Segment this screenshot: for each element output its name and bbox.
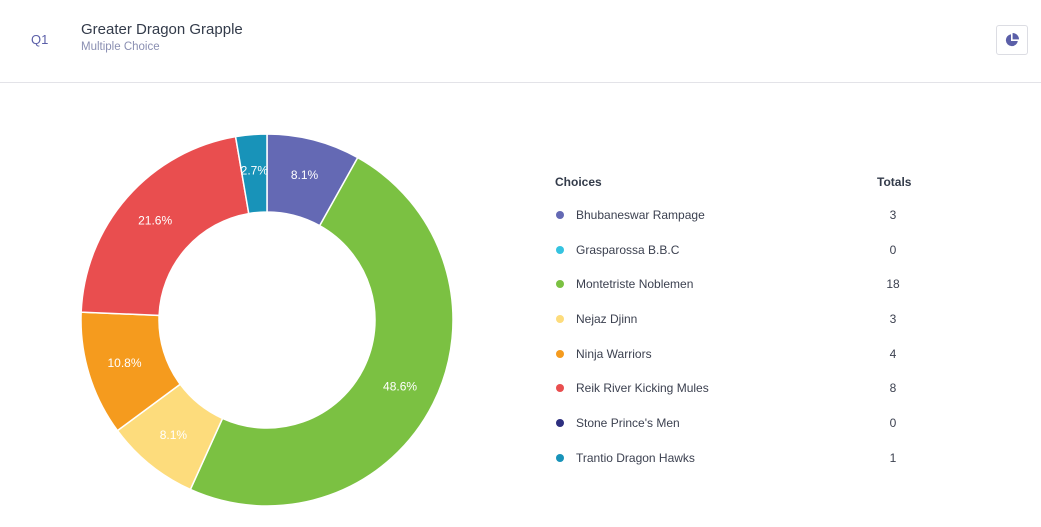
slice-percent-label: 48.6% (383, 379, 417, 393)
chart-type-toggle-button[interactable] (996, 25, 1028, 55)
choice-total: 4 (889, 346, 897, 361)
choice-label: Reik River Kicking Mules (576, 381, 709, 396)
legend-row: Trantio Dragon Hawks 1 (555, 440, 915, 475)
legend-row: Reik River Kicking Mules 8 (555, 370, 915, 405)
legend-color-dot (556, 280, 564, 289)
choice-label: Bhubaneswar Rampage (576, 208, 705, 222)
question-type: Multiple Choice (81, 41, 160, 53)
question-title: Greater Dragon Grapple (81, 21, 243, 38)
legend-color-dot (556, 245, 564, 254)
choice-label: Grasparossa B.B.C (576, 242, 680, 257)
legend-color-dot (556, 211, 564, 219)
legend-row: Stone Prince's Men 0 (555, 405, 915, 440)
donut-slice[interactable] (234, 133, 268, 215)
pie-chart-icon (1005, 33, 1019, 47)
choice-total: 0 (889, 416, 897, 431)
question-header: Q1 Greater Dragon Grapple Multiple Choic… (0, 0, 1041, 83)
choices-legend-table: Choices Totals Bhubaneswar Rampage 3 Gra… (555, 167, 915, 475)
question-number: Q1 (31, 32, 49, 47)
legend-row: Bhubaneswar Rampage 3 (555, 197, 915, 232)
legend-color-dot (556, 315, 564, 324)
choice-label: Stone Prince's Men (576, 416, 680, 431)
slice-percent-label: 21.6% (138, 214, 172, 228)
choice-label: Montetriste Noblemen (576, 277, 694, 292)
totals-column-header: Totals (877, 175, 912, 189)
choice-label: Ninja Warriors (576, 346, 652, 361)
choice-total: 18 (886, 277, 900, 292)
legend-color-dot (556, 419, 564, 428)
legend-color-dot (556, 453, 564, 462)
legend-row: Ninja Warriors 4 (555, 336, 915, 371)
slice-percent-label: 2.7% (241, 164, 269, 178)
legend-row: Nejaz Djinn 3 (555, 301, 915, 336)
donut-slice[interactable] (80, 135, 250, 317)
choice-total: 0 (889, 242, 897, 257)
legend-color-dot (556, 349, 564, 358)
slice-percent-label: 8.1% (160, 428, 188, 442)
donut-chart: 8.1% 48.6% 8.1% 10.8% 21.6% 2.7% (80, 133, 454, 507)
legend-row: Grasparossa B.B.C 0 (555, 232, 915, 267)
legend-row: Montetriste Noblemen 18 (555, 266, 915, 301)
choice-total: 3 (889, 312, 897, 327)
legend-color-dot (556, 384, 564, 393)
choice-label: Nejaz Djinn (576, 312, 638, 327)
donut-slice[interactable] (189, 156, 454, 507)
choice-total: 3 (889, 208, 897, 222)
choice-label: Trantio Dragon Hawks (576, 450, 695, 465)
slice-percent-label: 10.8% (108, 356, 142, 370)
choices-column-header: Choices (555, 175, 602, 189)
choice-total: 1 (889, 450, 897, 465)
legend-header-row: Choices Totals (555, 167, 915, 197)
choice-total: 8 (889, 381, 897, 396)
slice-percent-label: 8.1% (291, 168, 319, 182)
